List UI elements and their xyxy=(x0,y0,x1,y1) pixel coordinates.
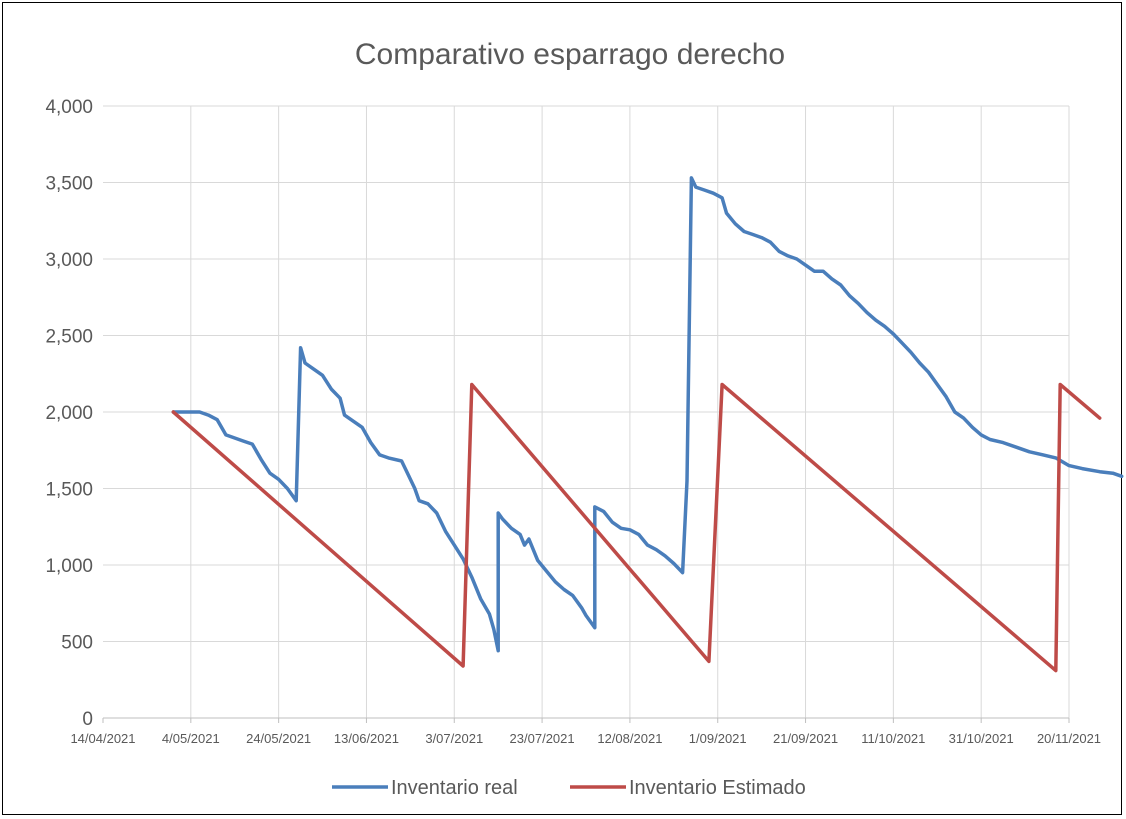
x-tick-label: 12/08/2021 xyxy=(597,731,662,746)
x-tick-label: 4/05/2021 xyxy=(162,731,220,746)
x-tick-label: 3/07/2021 xyxy=(425,731,483,746)
x-tick-label: 13/06/2021 xyxy=(334,731,399,746)
y-tick-label: 0 xyxy=(82,709,93,730)
x-tick-label: 31/10/2021 xyxy=(949,731,1014,746)
x-tick-label: 24/05/2021 xyxy=(246,731,311,746)
y-tick-label: 1,000 xyxy=(45,556,93,577)
series-line-inventario-estimado xyxy=(171,382,1102,673)
y-tick-label: 1,500 xyxy=(45,480,93,501)
legend-item: Inventario real xyxy=(332,777,518,799)
y-tick-label: 4,000 xyxy=(45,97,93,118)
y-tick-label: 500 xyxy=(61,633,93,654)
y-tick-label: 2,500 xyxy=(45,327,93,348)
x-tick-label: 20/11/2021 xyxy=(1037,731,1101,746)
series-line-inventario-real xyxy=(171,176,1124,653)
legend: Inventario real Inventario Estimado xyxy=(332,777,806,799)
y-tick-label: 2,000 xyxy=(45,403,93,424)
x-tick-label: 14/04/2021 xyxy=(70,731,135,746)
legend-label: Inventario real xyxy=(391,777,518,799)
x-tick-label: 11/10/2021 xyxy=(861,731,925,746)
y-tick-label: 3,000 xyxy=(45,250,93,271)
legend-item: Inventario Estimado xyxy=(570,777,806,799)
legend-label: Inventario Estimado xyxy=(629,777,806,799)
x-tick-label: 1/09/2021 xyxy=(689,731,747,746)
gridlines xyxy=(103,105,1070,718)
chart-title: Comparativo esparrago derecho xyxy=(355,38,785,71)
y-tick-label: 3,500 xyxy=(45,174,93,195)
x-tick-label: 21/09/2021 xyxy=(773,731,838,746)
x-axis-ticks: 14/04/2021 4/05/2021 24/05/2021 13/06/2021 3… xyxy=(70,718,1101,746)
plot-area xyxy=(171,176,1124,673)
x-tick-label: 23/07/2021 xyxy=(510,731,575,746)
y-axis-ticks: 0 500 1,000 1,500 2,000 2,500 3,000 3,500 4,000 xyxy=(45,97,93,730)
